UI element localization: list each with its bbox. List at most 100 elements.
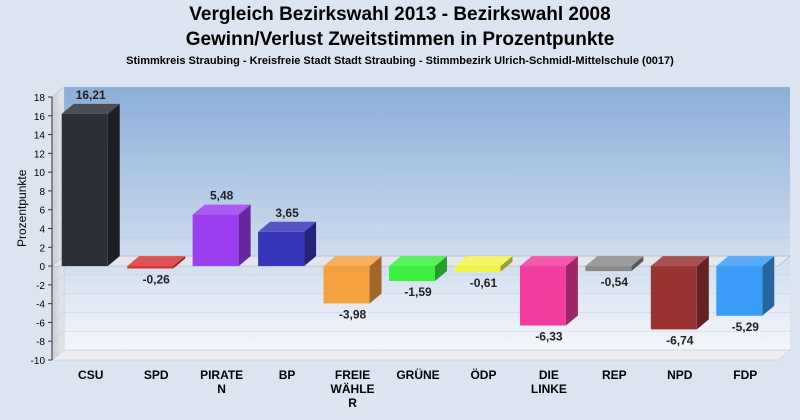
y-tick-label: -2 (36, 281, 45, 292)
x-tick-label: REP (602, 368, 627, 382)
bar (650, 256, 709, 330)
y-tick-label: -4 (36, 300, 45, 311)
grid-line (51, 312, 790, 323)
grid-line (51, 293, 790, 304)
grid-line (51, 330, 790, 342)
bar-top (323, 256, 382, 267)
y-tick-label: 2 (39, 243, 45, 254)
bar-top (716, 256, 775, 267)
data-label: -6,74 (666, 333, 694, 347)
grid-line (51, 105, 790, 117)
data-label: -3,98 (339, 307, 367, 321)
x-tick-label-line: LINKE (531, 382, 567, 396)
y-tick-label: 16 (34, 112, 46, 123)
bar-front (389, 266, 435, 282)
bar-front (323, 266, 370, 304)
y-tick-label: 0 (39, 262, 45, 273)
x-tick-label-line: FREIE (335, 368, 370, 382)
bar (519, 256, 578, 326)
floor (51, 349, 791, 361)
bar-front (258, 231, 305, 267)
grid-line (51, 180, 790, 192)
bar-side (696, 256, 709, 330)
plot-background (51, 86, 791, 361)
grid-line (51, 349, 790, 361)
grid-line (51, 236, 790, 248)
data-label: -1,59 (404, 285, 432, 299)
y-tick-label: 4 (39, 225, 45, 236)
bar-top (192, 204, 251, 215)
bar-side (762, 256, 775, 316)
x-tick-label: DIE LINKE (531, 368, 567, 396)
data-label: -5,29 (732, 320, 760, 334)
bar-top (127, 256, 186, 267)
x-tick-label: PIRATE N (200, 368, 243, 396)
bar-front (454, 266, 501, 272)
data-label: 3,65 (275, 206, 299, 220)
chart-subtitle: Gewinn/Verlust Zweitstimmen in Prozentpu… (185, 29, 615, 50)
x-tick-label-line: WÄHLE (331, 381, 375, 396)
bars (61, 103, 775, 330)
y-tick-label: -6 (36, 318, 45, 329)
x-tick-label-line: DIE (539, 368, 559, 382)
y-tick-label: 10 (34, 168, 46, 179)
data-labels: 16,21 -0,26 5,48 3,65 -3,98 -1,59 -0,61 -6,33 -0… (76, 88, 760, 348)
grid-line (51, 86, 790, 98)
x-tick-label-line: N (217, 382, 226, 396)
x-tick-label-line: PIRATE (200, 368, 243, 382)
chart-caption: Stimmkreis Straubing - Kreisfreie Stadt … (126, 55, 674, 67)
x-tick-label: NPD (667, 368, 693, 382)
bar-top (61, 103, 120, 114)
x-tick-label-line: BP (279, 368, 296, 382)
bar-front (585, 266, 632, 272)
data-label: -0,61 (470, 276, 498, 290)
x-tick-label-line: REP (602, 368, 627, 382)
bar (258, 221, 317, 267)
x-tick-label: GRÜNE (396, 367, 439, 382)
x-tick-label-line: SPD (144, 368, 169, 382)
grid-line (51, 161, 790, 173)
bar-side (238, 204, 251, 267)
bar-top (519, 256, 578, 267)
y-tick-label: 8 (39, 187, 45, 198)
y-tick-label: -10 (31, 356, 46, 367)
bar (323, 256, 382, 304)
bar-side (107, 103, 120, 267)
x-tick-label: ÖDP (470, 367, 496, 382)
bar (61, 103, 120, 267)
x-tick-label-line: NPD (667, 368, 693, 382)
x-tick-label: FDP (733, 368, 757, 382)
bar-side (565, 256, 578, 326)
data-label: -6,33 (535, 330, 563, 344)
bar-top (585, 256, 644, 267)
bar (192, 204, 251, 267)
bar-front (650, 266, 697, 330)
data-label: 16,21 (76, 88, 106, 102)
x-tick-label-line: ÖDP (470, 367, 496, 382)
bar (454, 256, 513, 272)
data-label: 5,48 (210, 189, 234, 203)
bar (389, 256, 447, 282)
x-tick-label: FREIE WÄHLE R (331, 368, 375, 410)
bar-top (454, 256, 513, 267)
bar-front (61, 113, 108, 267)
bar-front (716, 266, 763, 316)
y-tick-label: 12 (34, 149, 46, 160)
bar-side (435, 256, 447, 282)
grid-line (51, 124, 790, 135)
bar-side (304, 221, 317, 267)
grid-line (51, 199, 790, 210)
bar-top (650, 256, 709, 267)
data-label: -0,26 (143, 273, 171, 287)
bar-side (631, 256, 644, 272)
y-tick-label: 18 (34, 93, 46, 104)
bar-front (519, 266, 566, 326)
x-tick-label-line: CSU (78, 368, 103, 382)
grid-line (51, 143, 790, 154)
x-tick-label: SPD (144, 368, 169, 382)
bar (585, 256, 644, 272)
grid-line (51, 218, 790, 229)
bar-side (369, 256, 382, 304)
y-axis: 18 16 14 12 10 8 6 4 2 0 -2 -4 -6 -8 -10 (31, 93, 53, 367)
